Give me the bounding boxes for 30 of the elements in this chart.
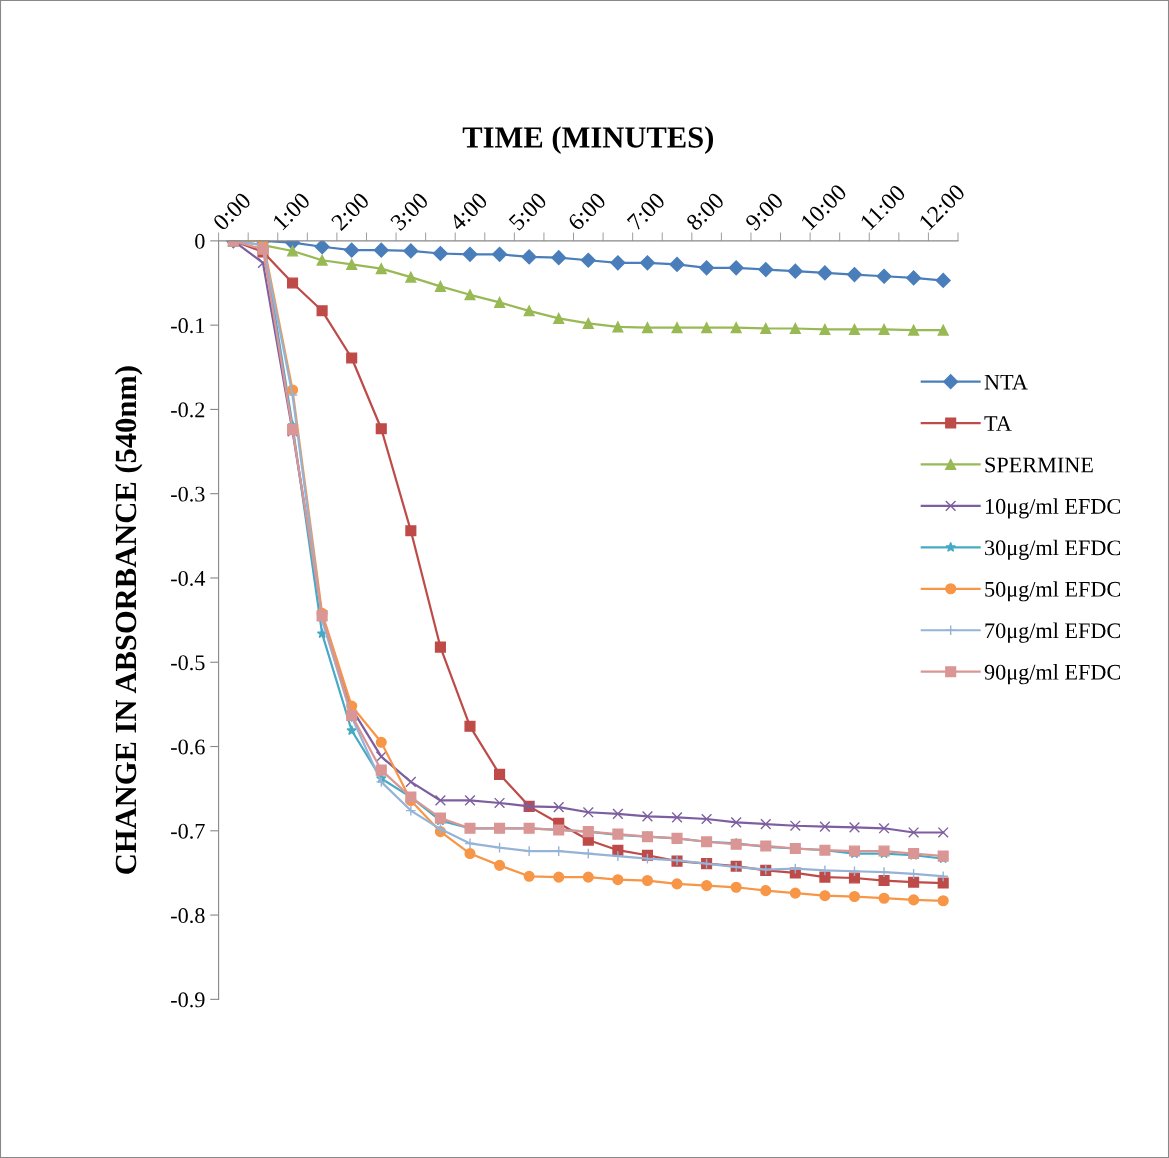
y-tick-label: -0.5 — [171, 655, 205, 671]
y-tick-label: -0.7 — [171, 823, 205, 839]
y-tick-label: -0.1 — [171, 318, 205, 334]
legend-label: 90μg/ml EFDC — [984, 664, 1121, 685]
x-tick-label: 7:00 — [626, 191, 666, 231]
y-tick-label: -0.3 — [171, 486, 205, 502]
y-tick-label: -0.2 — [171, 402, 205, 418]
y-tick-label: 0 — [195, 233, 205, 249]
x-tick-label: 0:00 — [212, 191, 252, 232]
y-tick-label: -0.9 — [171, 992, 205, 1008]
legend-label: 70μg/ml EFDC — [985, 622, 1121, 643]
legend-label: SPERMINE — [985, 457, 1093, 473]
x-tick-label: 1:00 — [272, 191, 311, 231]
x-tick-label: 4:00 — [448, 191, 489, 232]
x-axis-title: TIME (MINUTES) — [462, 126, 713, 154]
y-tick-label: -0.8 — [171, 908, 205, 924]
x-tick-label: 6:00 — [567, 191, 607, 232]
y-tick-label: -0.4 — [171, 570, 206, 586]
x-tick-label: 3:00 — [389, 191, 430, 232]
legend-label: 30μg/ml EFDC — [985, 539, 1121, 560]
legend-label: 50μg/ml EFDC — [985, 581, 1121, 602]
x-tick-label: 2:00 — [330, 191, 371, 232]
x-tick-label: 5:00 — [508, 191, 548, 232]
legend-label: TA — [984, 416, 1012, 431]
legend-label: 10μg/ml EFDC — [985, 498, 1121, 519]
y-tick-label: -0.6 — [171, 739, 205, 755]
x-tick-label: 9:00 — [744, 191, 785, 232]
legend-label: NTA — [984, 374, 1028, 390]
y-axis-title: CHANGE IN ABSORBANCE (540nm) — [114, 366, 143, 874]
x-tick-label: 8:00 — [685, 191, 726, 232]
